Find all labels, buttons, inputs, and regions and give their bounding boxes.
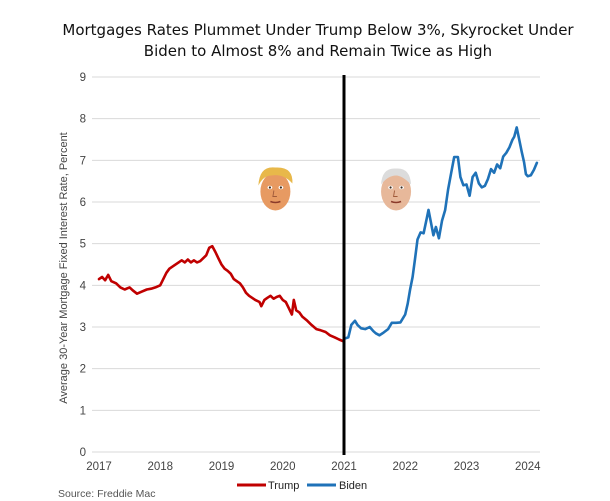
series-lines: [97, 126, 539, 343]
series-line-biden: [342, 126, 539, 340]
x-tick-label: 2021: [331, 461, 357, 473]
legend-label-trump: Trump: [268, 480, 299, 492]
biden-face: [381, 168, 412, 211]
x-tick-label: 2023: [454, 461, 480, 473]
y-tick-label: 7: [80, 155, 86, 167]
y-tick-label: 3: [80, 322, 86, 334]
trump-face: [258, 167, 293, 211]
x-tick-label: 2020: [270, 461, 296, 473]
axis-ticks: 0 1 2 3 4 5 6 7 8 9 2017 2018 2019 2020 2021 2022 2023 20…: [80, 72, 542, 473]
source-note: Source: Freddie Mac: [58, 488, 155, 500]
x-tick-label: 2018: [147, 461, 173, 473]
grid: [92, 76, 540, 453]
legend: Trump Biden: [237, 480, 367, 492]
y-tick-label: 1: [80, 405, 86, 417]
y-tick-label: 6: [80, 197, 86, 209]
y-tick-label: 9: [80, 72, 86, 84]
y-tick-label: 4: [80, 280, 87, 292]
series-line-trump: [97, 244, 346, 343]
y-axis-label: Average 30-Year Mortgage Fixed Interest …: [58, 132, 70, 404]
x-tick-label: 2017: [86, 461, 112, 473]
x-tick-label: 2024: [515, 461, 541, 473]
y-tick-label: 2: [80, 364, 86, 376]
chart-title-line-2: Biden to Almost 8% and Remain Twice as H…: [144, 42, 492, 60]
x-tick-label: 2019: [209, 461, 235, 473]
legend-label-biden: Biden: [339, 480, 367, 492]
x-tick-label: 2022: [392, 461, 418, 473]
face-layer: [258, 167, 412, 211]
y-tick-label: 0: [80, 447, 86, 459]
y-tick-label: 8: [80, 114, 86, 126]
chart-title-line-1: Mortgages Rates Plummet Under Trump Belo…: [62, 21, 574, 39]
y-tick-label: 5: [80, 239, 86, 251]
